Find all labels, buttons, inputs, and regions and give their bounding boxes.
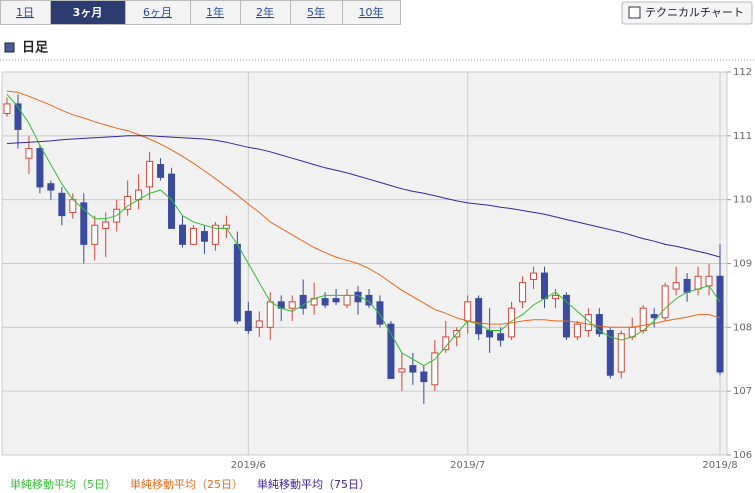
y-tick-label: 109 <box>733 259 752 270</box>
y-tick-label: 106 <box>733 450 752 461</box>
tab-label[interactable]: 2年 <box>256 5 274 19</box>
candle-body <box>398 368 406 373</box>
candle-body <box>519 282 527 303</box>
candle-body <box>211 224 219 245</box>
candle-body <box>672 282 680 290</box>
technical-button[interactable] <box>621 1 753 25</box>
candle-body <box>343 294 351 306</box>
candle-body <box>332 298 340 303</box>
y-tick-label: 110 <box>733 195 752 206</box>
candle-body <box>91 224 99 245</box>
y-tick-label: 108 <box>733 322 752 333</box>
candle-body <box>639 307 647 332</box>
ma-line <box>6 90 721 328</box>
candle-body <box>25 148 33 159</box>
tab[interactable] <box>240 0 291 25</box>
candle-body <box>584 314 592 332</box>
candle-body <box>189 227 197 245</box>
legend-entry: 単純移動平均（5日） <box>10 477 116 491</box>
y-tick-label: 111 <box>733 131 752 142</box>
candle-body <box>540 272 548 300</box>
tab-label[interactable]: 1年 <box>206 5 224 19</box>
x-tick-label: 2019/6 <box>231 460 266 471</box>
tab[interactable] <box>0 0 51 25</box>
candle-body <box>650 314 658 319</box>
candle-body <box>299 294 307 309</box>
candle-body <box>157 164 165 178</box>
candle-body <box>475 298 483 335</box>
candle-body <box>47 183 55 191</box>
candle-body <box>321 298 329 306</box>
candle-body <box>255 320 263 328</box>
candle-body <box>551 294 559 300</box>
candle-body <box>168 173 176 229</box>
x-tick-label: 2019/8 <box>702 460 737 471</box>
candle-body <box>442 336 450 351</box>
candle-body <box>420 371 428 383</box>
tab-label[interactable]: 6ヶ月 <box>143 6 172 19</box>
candle-body <box>464 301 472 322</box>
button-icon <box>628 6 641 19</box>
candle-body <box>266 301 274 328</box>
candle-body <box>431 352 439 386</box>
tab[interactable] <box>190 0 241 25</box>
candle-body <box>530 272 538 280</box>
section-title: 日足 <box>22 41 49 56</box>
candle-body <box>497 333 505 341</box>
candle-body <box>3 103 11 114</box>
candle-body <box>233 243 241 322</box>
candle-body <box>179 224 187 245</box>
candle-body <box>486 330 494 338</box>
tab-label[interactable]: 1日 <box>16 6 34 19</box>
candle-body <box>288 301 296 309</box>
tab-label[interactable]: 10年 <box>359 5 384 19</box>
section-icon <box>4 42 15 53</box>
x-tick-label: 2019/7 <box>450 460 485 471</box>
tab[interactable] <box>342 0 401 25</box>
tab[interactable] <box>50 0 126 25</box>
candle-body <box>36 148 44 188</box>
candle-body <box>617 333 625 373</box>
legend-entry: 単純移動平均（75日） <box>257 477 370 491</box>
candle-body <box>200 231 208 242</box>
candle-body <box>595 314 603 335</box>
candle-body <box>58 192 66 217</box>
candle-body <box>606 330 614 376</box>
candle-body <box>124 195 132 210</box>
candle-body <box>694 275 702 290</box>
tab-label[interactable]: 3ヶ月 <box>73 6 103 19</box>
candle-body <box>146 160 154 188</box>
candle-body <box>244 310 252 332</box>
tab-label[interactable]: 5年 <box>307 5 325 19</box>
legend-entry: 単純移動平均（25日） <box>130 477 243 491</box>
candle-body <box>14 103 22 130</box>
ma-line <box>6 93 721 367</box>
candle-body <box>562 294 570 338</box>
candle-body <box>376 301 384 325</box>
candle-body <box>661 285 669 319</box>
candle-body <box>683 278 691 293</box>
button-label[interactable]: テクニカルチャート <box>645 6 744 19</box>
ma-line <box>6 135 721 258</box>
y-tick-label: 112 <box>733 67 752 78</box>
candle-body <box>705 275 713 287</box>
candle-body <box>716 275 724 373</box>
y-tick-label: 107 <box>733 386 752 397</box>
candle-body <box>387 323 395 379</box>
candle-body <box>102 221 110 229</box>
tab[interactable] <box>125 0 191 25</box>
candle-body <box>409 365 417 373</box>
candle-body <box>80 202 88 245</box>
candle-body <box>573 323 581 338</box>
